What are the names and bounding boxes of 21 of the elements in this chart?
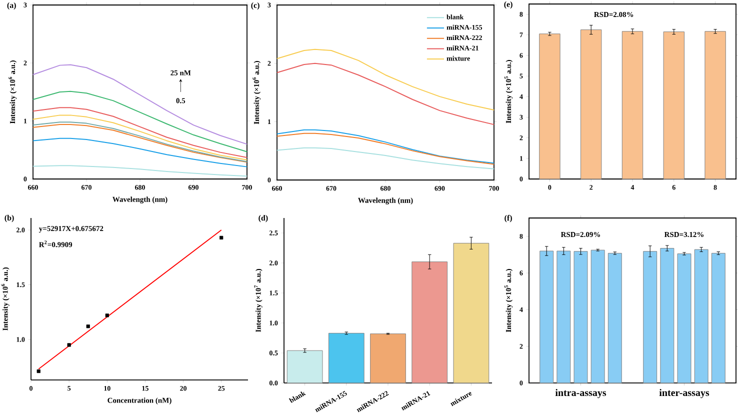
line-series bbox=[32, 165, 248, 177]
chart-title: (c) bbox=[251, 2, 260, 10]
point bbox=[36, 369, 40, 374]
line-series bbox=[32, 107, 248, 158]
point bbox=[86, 324, 90, 328]
line-series bbox=[32, 114, 248, 160]
point bbox=[220, 236, 224, 240]
chart-title: (d) bbox=[258, 214, 268, 222]
point bbox=[105, 314, 109, 318]
chart-title: (e) bbox=[504, 1, 512, 9]
point bbox=[67, 343, 71, 347]
x-tick-label: intra-assays bbox=[555, 389, 606, 398]
line-series bbox=[32, 138, 248, 168]
line-series bbox=[32, 90, 248, 152]
line-series bbox=[276, 147, 495, 170]
x-tick-label: inter-assays bbox=[659, 389, 710, 398]
chart-title: (a) bbox=[7, 2, 16, 10]
chart-title: (b) bbox=[4, 214, 14, 222]
line-series bbox=[276, 48, 495, 110]
line-series bbox=[276, 62, 495, 126]
chart-title: (f) bbox=[504, 214, 512, 222]
